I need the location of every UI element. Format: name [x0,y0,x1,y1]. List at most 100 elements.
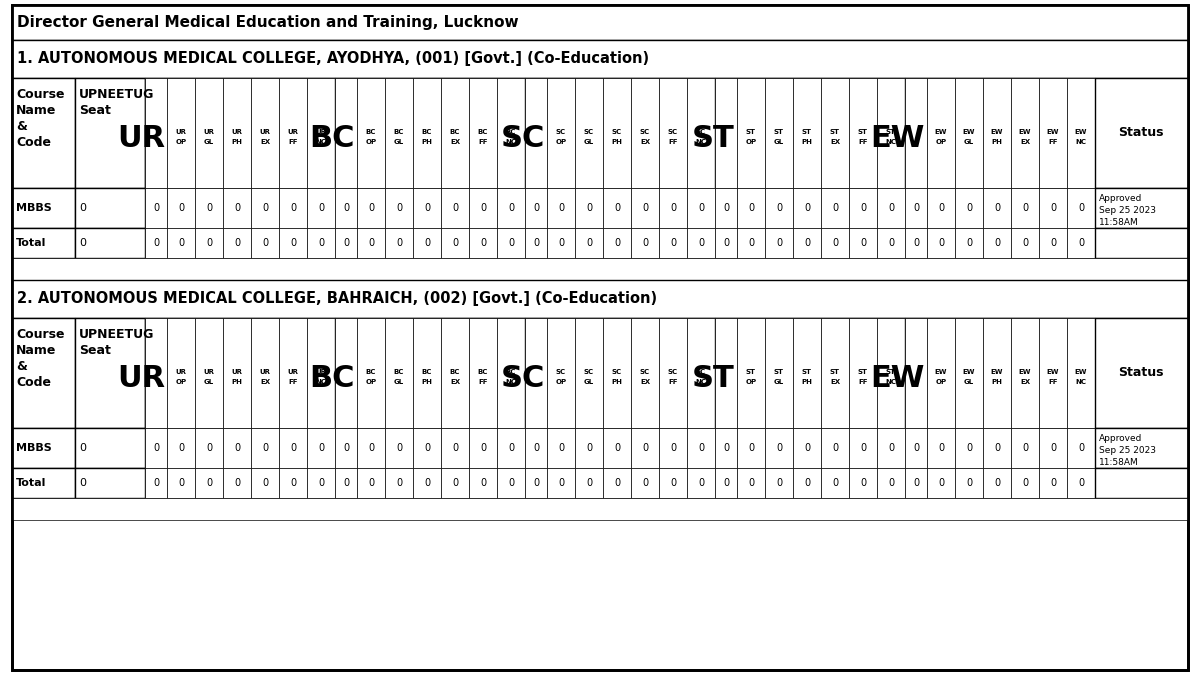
Text: UR: UR [259,369,270,375]
Bar [850,468,877,498]
Bar [74,428,145,468]
Text: EX: EX [1020,140,1030,146]
Bar [1010,428,1039,468]
Text: PH: PH [232,140,242,146]
Text: 0: 0 [396,443,402,453]
Bar [575,318,604,428]
Text: &: & [16,360,26,373]
Bar [307,468,335,498]
Text: EX: EX [260,140,270,146]
Bar [74,468,145,498]
Text: 0: 0 [614,238,620,248]
Bar [928,188,955,228]
Bar [74,78,145,188]
Text: &: & [16,120,26,133]
Text: EW: EW [935,128,947,134]
Bar [793,468,821,498]
Text: 0: 0 [480,203,486,213]
Bar [604,228,631,258]
Text: EW: EW [1019,369,1031,375]
Text: PH: PH [802,140,812,146]
Text: 0: 0 [290,238,296,248]
Text: 0: 0 [79,443,86,453]
Text: Seat: Seat [79,344,110,357]
Bar [278,318,307,428]
Text: BC: BC [422,369,432,375]
Bar [766,318,793,428]
Bar [631,428,659,468]
Text: 0: 0 [722,238,730,248]
Text: 0: 0 [178,238,184,248]
Text: 0: 0 [424,443,430,453]
Bar [1096,228,1188,258]
Bar [686,188,715,228]
Bar [983,228,1010,258]
Text: 11:58AM: 11:58AM [1099,458,1139,467]
Text: 1. AUTONOMOUS MEDICAL COLLEGE, AYODHYA, (001) [Govt.] (Co-Education): 1. AUTONOMOUS MEDICAL COLLEGE, AYODHYA, … [17,51,649,67]
Bar [659,78,686,188]
Bar [497,188,526,228]
Bar [877,428,905,468]
Bar [877,78,905,188]
Text: 0: 0 [832,478,838,488]
Bar [631,318,659,428]
Bar [194,228,223,258]
Text: NC: NC [505,379,516,385]
Text: 0: 0 [670,478,676,488]
Text: BC: BC [394,369,404,375]
Bar [905,428,928,468]
Text: 0: 0 [888,238,894,248]
Text: 0: 0 [994,203,1000,213]
Bar [497,228,526,258]
Text: 0: 0 [558,203,564,213]
Text: 0: 0 [804,443,810,453]
Bar [12,318,74,428]
Bar [715,188,737,228]
Text: 0: 0 [1050,443,1056,453]
Bar [278,78,307,188]
Text: OP: OP [745,140,756,146]
Text: PH: PH [421,379,432,385]
Bar [358,318,385,428]
Bar [1067,228,1096,258]
Text: 0: 0 [938,443,944,453]
Text: ST: ST [692,364,734,393]
Text: EW: EW [962,128,976,134]
Text: 0: 0 [152,238,160,248]
Text: 0: 0 [1022,203,1028,213]
Text: FF: FF [479,379,487,385]
Bar [413,228,442,258]
Text: UPNEETUG: UPNEETUG [79,328,155,341]
Bar [251,228,278,258]
Text: Total: Total [16,238,47,248]
Bar [575,228,604,258]
Text: 0: 0 [670,203,676,213]
Bar [547,318,575,428]
Bar [223,228,251,258]
Bar [145,318,167,428]
Text: 0: 0 [804,238,810,248]
Bar [737,428,766,468]
Text: 0: 0 [722,478,730,488]
Text: ST: ST [830,128,840,134]
Text: EX: EX [450,140,460,146]
Bar [1010,188,1039,228]
Text: GL: GL [584,140,594,146]
Bar [12,40,1188,78]
Bar [686,228,715,258]
Text: 0: 0 [206,203,212,213]
Text: EX: EX [830,140,840,146]
Text: Status: Status [1118,126,1164,140]
Bar [1096,188,1188,228]
Text: FF: FF [668,379,678,385]
Text: BC: BC [478,128,488,134]
Bar [358,428,385,468]
Text: BC: BC [366,128,376,134]
Text: SC: SC [668,128,678,134]
Text: EX: EX [1020,379,1030,385]
Bar [547,228,575,258]
Text: 0: 0 [748,238,754,248]
Text: ST: ST [746,128,756,134]
Text: PH: PH [232,379,242,385]
Text: 0: 0 [698,203,704,213]
